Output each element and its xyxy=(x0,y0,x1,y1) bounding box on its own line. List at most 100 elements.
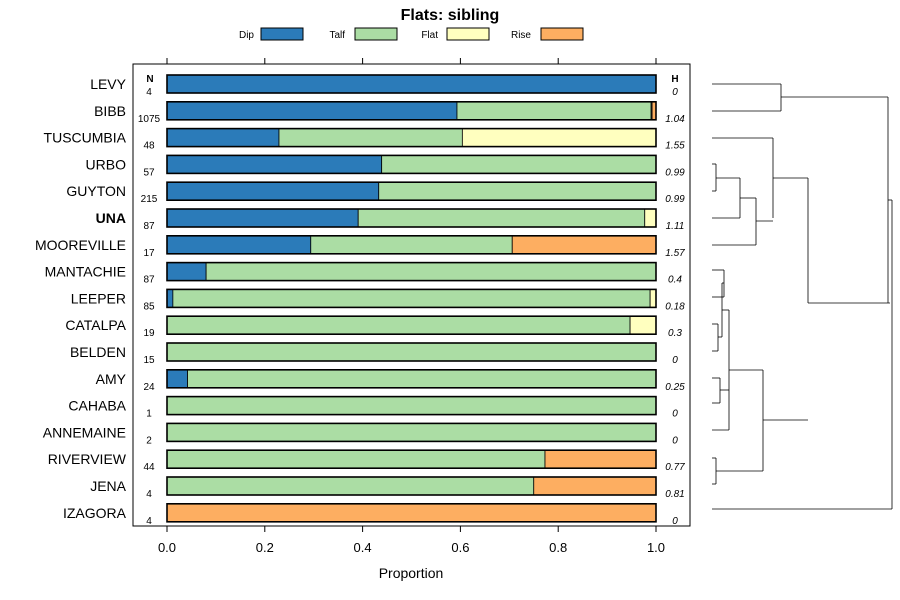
n-value-una: 87 xyxy=(143,221,155,232)
n-value-riverview: 44 xyxy=(143,462,155,473)
x-tick-label-0-6: 0.6 xyxy=(451,540,469,555)
bar-outline-leeper xyxy=(166,288,657,309)
bar-mantachie-dip xyxy=(166,262,207,282)
h-value-bibb: 1.04 xyxy=(665,114,685,125)
h-value-guyton: 0.99 xyxy=(665,194,685,205)
row-label-bibb: BIBB xyxy=(94,103,126,119)
n-value-levy: 4 xyxy=(146,87,152,98)
h-value-amy: 0.25 xyxy=(665,382,685,393)
n-column-header: N xyxy=(146,74,153,85)
bar-outline-mantachie xyxy=(166,261,657,282)
row-label-urbo: URBO xyxy=(86,156,127,172)
n-value-annemaine: 2 xyxy=(146,435,152,446)
bar-outline-belden xyxy=(166,342,657,362)
bar-mooreville-dip xyxy=(166,235,312,255)
n-value-cahaba: 1 xyxy=(146,409,152,420)
bars xyxy=(166,74,657,523)
bar-mooreville-rise xyxy=(511,235,657,255)
n-value-leeper: 85 xyxy=(143,301,155,312)
bar-outline-izagora xyxy=(166,502,657,523)
bar-leeper-dip xyxy=(166,288,174,308)
bar-catalpa-talf xyxy=(166,315,631,335)
row-label-annemaine: ANNEMAINE xyxy=(43,424,126,440)
bar-una-flat xyxy=(644,208,657,228)
bar-annemaine-talf xyxy=(166,422,657,442)
n-value-mantachie: 87 xyxy=(143,275,155,286)
legend-label-rise: Rise xyxy=(511,30,531,41)
bar-outline-bibb xyxy=(166,101,657,121)
bar-outline-tuscumbia xyxy=(166,127,657,148)
n-value-mooreville: 17 xyxy=(143,248,155,259)
legend: Dip Talf Flat Rise xyxy=(239,27,584,41)
legend-label-talf: Talf xyxy=(329,30,345,41)
bar-outline-mooreville xyxy=(166,235,657,255)
bar-guyton-dip xyxy=(166,181,380,201)
bar-leeper-flat xyxy=(649,288,657,308)
bar-guyton-talf xyxy=(378,181,657,201)
bar-riverview-talf xyxy=(166,449,546,469)
h-value-mooreville: 1.57 xyxy=(665,248,685,259)
h-value-cahaba: 0 xyxy=(672,409,678,420)
row-label-amy: AMY xyxy=(96,371,127,387)
x-axis: 0.0 0.2 0.4 0.6 0.8 1.0 xyxy=(158,58,665,555)
h-value-annemaine: 0 xyxy=(672,435,678,446)
legend-swatch-dip xyxy=(260,27,304,41)
bar-urbo-dip xyxy=(166,154,383,174)
bar-jena-talf xyxy=(166,476,535,496)
h-value-belden: 0 xyxy=(672,355,678,366)
bar-outline-catalpa xyxy=(166,315,657,336)
row-labels: LEVY 4 0 BIBB 1075 1.04 TUSCUMBIA 48 1.55 URBO 57 0… xyxy=(35,76,685,527)
h-value-jena: 0.81 xyxy=(665,489,684,500)
n-value-catalpa: 19 xyxy=(143,328,155,339)
bar-mantachie-talf xyxy=(205,262,657,282)
h-value-mantachie: 0.4 xyxy=(668,275,682,286)
bar-amy-dip xyxy=(166,369,188,389)
bar-tuscumbia-talf xyxy=(278,128,463,148)
h-value-leeper: 0.18 xyxy=(665,301,685,312)
legend-swatch-flat xyxy=(446,27,490,41)
x-tick-label-0-4: 0.4 xyxy=(354,540,372,555)
x-tick-label-0-2: 0.2 xyxy=(256,540,274,555)
x-axis-label: Proportion xyxy=(379,565,444,581)
h-value-tuscumbia: 1.55 xyxy=(665,141,685,152)
bar-outline-guyton xyxy=(166,181,657,201)
n-value-urbo: 57 xyxy=(143,167,155,178)
row-label-una: UNA xyxy=(96,210,126,226)
legend-label-dip: Dip xyxy=(239,30,254,41)
row-label-mooreville: MOOREVILLE xyxy=(35,237,126,253)
n-value-jena: 4 xyxy=(146,489,152,500)
bar-outline-jena xyxy=(166,476,657,496)
row-label-levy: LEVY xyxy=(90,76,126,92)
bar-tuscumbia-dip xyxy=(166,128,280,148)
n-value-guyton: 215 xyxy=(141,194,158,205)
h-value-levy: 0 xyxy=(672,87,678,98)
bar-una-talf xyxy=(357,208,646,228)
bar-catalpa-flat xyxy=(629,315,657,335)
bar-belden-talf xyxy=(166,342,657,362)
row-label-guyton: GUYTON xyxy=(66,183,126,199)
row-label-belden: BELDEN xyxy=(70,344,126,360)
bar-riverview-rise xyxy=(544,449,657,469)
bar-outline-amy xyxy=(166,368,657,389)
bar-outline-urbo xyxy=(166,154,657,175)
bar-bibb-dip xyxy=(166,101,458,121)
bar-outline-riverview xyxy=(166,449,657,470)
n-value-izagora: 4 xyxy=(146,516,152,527)
n-value-bibb: 1075 xyxy=(138,114,161,125)
h-value-izagora: 0 xyxy=(672,516,678,527)
n-value-belden: 15 xyxy=(143,355,155,366)
n-value-tuscumbia: 48 xyxy=(143,141,155,152)
row-label-jena: JENA xyxy=(90,478,126,494)
h-value-urbo: 0.99 xyxy=(665,167,685,178)
bar-outline-levy xyxy=(166,74,657,94)
bar-jena-rise xyxy=(533,476,657,496)
bar-outline-annemaine xyxy=(166,422,657,443)
legend-swatch-talf xyxy=(354,27,398,41)
row-label-mantachie: MANTACHIE xyxy=(45,264,126,280)
n-value-amy: 24 xyxy=(143,382,155,393)
chart-title: Flats: sibling xyxy=(401,7,500,24)
row-label-riverview: RIVERVIEW xyxy=(48,451,127,467)
row-label-catalpa: CATALPA xyxy=(65,317,126,333)
bar-outline-una xyxy=(166,208,657,228)
